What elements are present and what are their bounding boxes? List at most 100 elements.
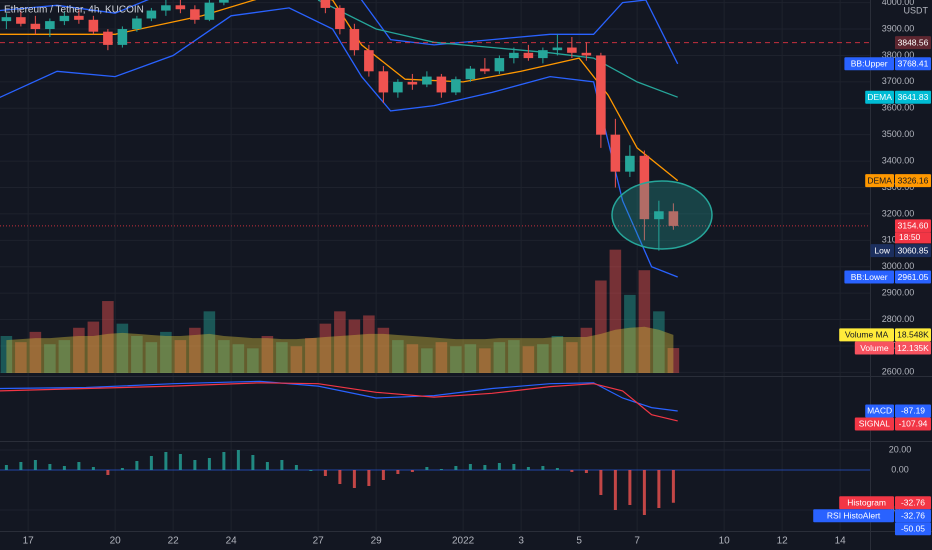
candle-body <box>538 50 548 59</box>
x-tick-label: 24 <box>226 536 238 547</box>
volume-bar <box>247 348 259 373</box>
x-tick-label: 3 <box>518 536 524 547</box>
tags: 3848.56 3768.41 BB:Upper 3641.83 DEMA 3326.16… <box>813 36 931 536</box>
tag-value: 3768.41 <box>898 59 929 69</box>
x-tick-label: 7 <box>634 536 640 547</box>
candle-body <box>494 58 505 72</box>
candle-body <box>422 76 432 85</box>
tag-value: 3154.60 <box>898 221 929 231</box>
volume-bar <box>464 344 477 373</box>
tag-name: Volume <box>860 343 889 353</box>
tag-value: 12.135K <box>897 343 929 353</box>
tag-value: -32.76 <box>901 511 925 521</box>
volume-bar <box>667 348 680 373</box>
x-tick-label: 22 <box>168 536 180 547</box>
histogram-bar <box>628 470 632 505</box>
candle-body <box>30 23 41 30</box>
tag-box <box>895 341 931 355</box>
histogram-bar <box>309 470 313 471</box>
volume-bar <box>29 331 42 373</box>
histogram-bar <box>526 467 530 470</box>
tag-box <box>895 328 931 342</box>
tag-name: DEMA <box>867 92 892 102</box>
histogram-bar <box>642 470 646 515</box>
tag-box <box>895 417 931 431</box>
y-tick-label: 4000.00 <box>882 0 915 7</box>
tag-box <box>895 404 931 418</box>
histogram-bar <box>120 468 124 470</box>
highlight-ellipse <box>611 180 713 250</box>
volume-bar <box>305 338 317 373</box>
tag-value: -107.94 <box>899 419 928 429</box>
histogram-bar <box>512 464 516 470</box>
tag-name: RSI HistoAlert <box>827 511 881 521</box>
tag-box <box>895 496 931 510</box>
tag-name-box <box>839 496 894 510</box>
tag-name: Low <box>874 245 890 255</box>
y-tick-label: 3000.00 <box>882 261 915 271</box>
histogram-bar <box>222 452 226 470</box>
volume-bar <box>319 323 332 373</box>
histogram-bar <box>425 467 429 470</box>
candle-body <box>16 17 26 24</box>
candle-body <box>639 155 650 220</box>
indicator-line <box>0 0 679 182</box>
histogram-bar <box>555 468 559 470</box>
candle-body <box>1 17 12 22</box>
volume-bar <box>261 336 274 373</box>
candle-body <box>465 68 476 80</box>
candle-body <box>654 211 664 220</box>
histogram-bar <box>62 466 66 470</box>
y-tick-label: 3500.00 <box>882 129 915 139</box>
histogram-bar <box>207 458 211 470</box>
volume-bar <box>421 348 433 373</box>
candle-body <box>407 81 418 85</box>
candle-body <box>610 134 621 172</box>
volume-bar <box>435 342 448 373</box>
volume-bar <box>189 327 201 373</box>
x-tick-label: 17 <box>23 536 35 547</box>
y-tick-label: 20.00 <box>889 444 912 454</box>
tag-value: -87.19 <box>901 406 925 416</box>
histogram-bar <box>439 469 443 470</box>
candle-body <box>103 31 113 45</box>
histogram-bar <box>280 460 284 470</box>
tag-box <box>895 36 931 50</box>
candle-body <box>146 10 157 19</box>
volume-bar <box>116 323 129 373</box>
candle-body <box>480 68 490 72</box>
histogram-bar <box>613 470 617 510</box>
histogram-bar <box>381 470 385 480</box>
tag-value: 3060.85 <box>898 245 929 255</box>
tag-name-box <box>854 417 894 431</box>
tag-box <box>895 244 931 258</box>
volume-bar <box>290 346 303 373</box>
macd-line <box>0 380 678 412</box>
y-tick-label: 2800.00 <box>882 314 915 324</box>
candle-body <box>668 211 679 226</box>
histogram-bar <box>106 470 110 475</box>
histogram-bar <box>164 452 168 470</box>
volume-bar <box>348 319 361 373</box>
candle-body <box>436 76 447 93</box>
tag-name: BB:Upper <box>851 59 888 69</box>
x-tick-label: 27 <box>313 536 325 547</box>
tag-value: 3848.56 <box>898 37 929 47</box>
histogram-bar <box>454 466 458 470</box>
tag-name-box <box>854 341 894 355</box>
candle-body <box>204 2 215 20</box>
histogram-bar <box>338 470 342 484</box>
candle-body <box>349 29 360 51</box>
y-tick-label: 2600.00 <box>882 367 915 377</box>
volume-bar <box>363 315 375 373</box>
candle-body <box>74 15 84 20</box>
volume-bar <box>160 331 172 373</box>
tag-value: -50.05 <box>901 524 925 534</box>
histogram-bar <box>367 470 371 486</box>
tag-name: SIGNAL <box>859 419 890 429</box>
tag-value: 3641.83 <box>898 92 929 102</box>
y-tick-label: 0.00 <box>891 464 909 474</box>
tag-value: 2961.05 <box>898 272 929 282</box>
